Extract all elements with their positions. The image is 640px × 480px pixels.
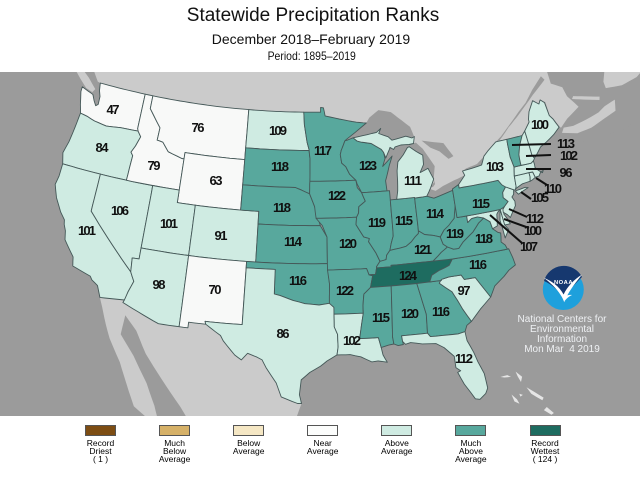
svg-text:123: 123 xyxy=(359,158,377,173)
svg-text:107: 107 xyxy=(520,239,538,254)
svg-text:98: 98 xyxy=(153,277,166,292)
svg-text:103: 103 xyxy=(486,159,504,174)
svg-text:101: 101 xyxy=(160,216,178,231)
svg-text:118: 118 xyxy=(273,200,291,215)
svg-text:110: 110 xyxy=(544,181,562,196)
svg-text:120: 120 xyxy=(401,306,419,321)
svg-text:119: 119 xyxy=(368,215,386,230)
svg-text:106: 106 xyxy=(111,203,129,218)
svg-text:115: 115 xyxy=(395,213,413,228)
svg-text:119: 119 xyxy=(446,226,464,241)
svg-text:122: 122 xyxy=(328,188,346,203)
svg-text:124: 124 xyxy=(399,268,418,283)
svg-text:96: 96 xyxy=(560,165,573,180)
svg-text:76: 76 xyxy=(192,120,205,135)
svg-text:102: 102 xyxy=(343,333,361,348)
svg-text:116: 116 xyxy=(469,257,487,272)
svg-text:84: 84 xyxy=(96,140,110,155)
svg-text:91: 91 xyxy=(215,228,228,243)
svg-text:115: 115 xyxy=(372,310,390,325)
svg-text:120: 120 xyxy=(339,236,357,251)
svg-text:122: 122 xyxy=(336,283,354,298)
svg-text:111: 111 xyxy=(404,173,422,188)
svg-text:116: 116 xyxy=(432,304,450,319)
svg-text:112: 112 xyxy=(455,351,473,366)
svg-text:70: 70 xyxy=(209,282,222,297)
svg-text:113: 113 xyxy=(557,136,575,151)
svg-text:118: 118 xyxy=(271,159,289,174)
svg-text:114: 114 xyxy=(284,234,303,249)
svg-text:117: 117 xyxy=(314,143,332,158)
svg-text:102: 102 xyxy=(560,148,578,163)
svg-text:100: 100 xyxy=(524,223,542,238)
svg-text:115: 115 xyxy=(472,196,490,211)
svg-text:47: 47 xyxy=(107,102,120,117)
svg-text:101: 101 xyxy=(78,223,96,238)
svg-text:86: 86 xyxy=(277,326,290,341)
svg-text:114: 114 xyxy=(426,206,445,221)
svg-text:121: 121 xyxy=(414,242,432,257)
svg-text:105: 105 xyxy=(531,190,549,205)
svg-text:79: 79 xyxy=(148,158,161,173)
svg-text:116: 116 xyxy=(289,273,307,288)
svg-text:97: 97 xyxy=(458,283,471,298)
svg-text:NOAA: NOAA xyxy=(554,280,573,286)
svg-text:109: 109 xyxy=(269,123,287,138)
svg-text:118: 118 xyxy=(475,231,493,246)
svg-text:112: 112 xyxy=(526,211,544,226)
svg-text:100: 100 xyxy=(531,117,549,132)
svg-text:63: 63 xyxy=(210,173,223,188)
